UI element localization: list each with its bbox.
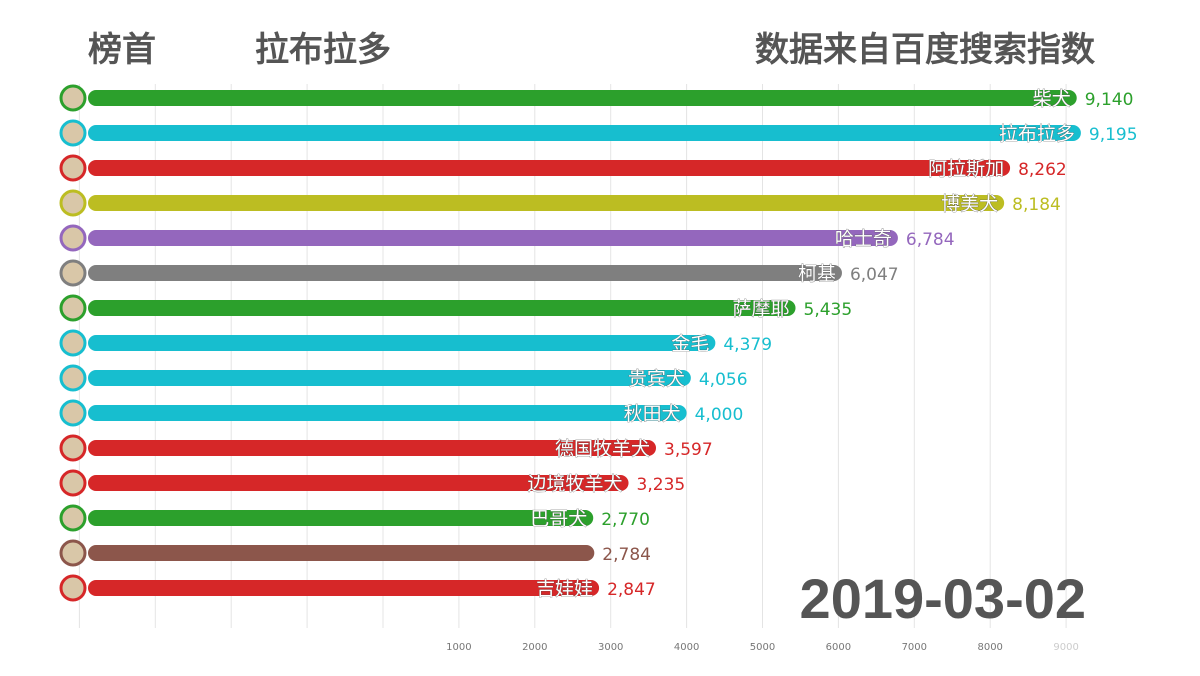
bar (88, 580, 600, 596)
value-label: 4,379 (723, 335, 772, 355)
bar-group: 阿拉斯加 8,262 (59, 154, 1067, 182)
dog-avatar-icon (59, 84, 87, 112)
bar-group: 金毛 4,379 (59, 329, 772, 357)
value-label: 8,184 (1012, 195, 1061, 215)
value-label: 6,784 (906, 230, 955, 250)
bar-group: 贵宾犬 4,056 (59, 364, 748, 392)
date-label: 2019-03-02 (799, 567, 1086, 630)
bar-group: 巴哥犬 2,770 (59, 504, 650, 532)
bar-label: 阿拉斯加 (928, 158, 1004, 180)
value-label: 4,056 (699, 370, 748, 390)
bar-group: 边境牧羊犬 3,235 (59, 469, 686, 497)
bar (88, 440, 657, 456)
bar (88, 405, 687, 421)
dog-avatar-icon (59, 469, 87, 497)
value-label: 3,235 (637, 475, 686, 495)
dog-avatar-icon (59, 364, 87, 392)
value-label: 9,140 (1085, 90, 1134, 110)
bar (88, 195, 1005, 211)
bar-group: 博美犬 8,184 (59, 189, 1061, 217)
dog-avatar-icon (59, 434, 87, 462)
bar-group: 秋田犬 4,000 (59, 399, 744, 427)
bar-label: 柴犬 (1033, 88, 1071, 110)
bar-label: 哈士奇 (835, 228, 892, 250)
bar (88, 475, 629, 491)
x-tick-label: 2000 (522, 642, 547, 653)
bar (88, 300, 796, 316)
bar-label: 金毛 (671, 333, 709, 355)
dog-avatar-icon (59, 329, 87, 357)
bar (88, 510, 594, 526)
bar (88, 265, 842, 281)
bar-label: 边境牧羊犬 (528, 473, 623, 495)
bar (88, 160, 1011, 176)
bar-group: 2,784 (59, 539, 651, 567)
bar (88, 335, 716, 351)
value-label: 5,435 (804, 300, 853, 320)
x-tick-label: 8000 (977, 642, 1002, 653)
bar-label: 秋田犬 (624, 403, 681, 425)
dog-avatar-icon (59, 119, 87, 147)
value-label: 2,847 (607, 580, 656, 600)
x-tick-label: 4000 (674, 642, 699, 653)
bar-label: 博美犬 (941, 193, 998, 215)
bar-group: 德国牧羊犬 3,597 (59, 434, 713, 462)
dog-avatar-icon (59, 189, 87, 217)
x-tick-label: 3000 (598, 642, 623, 653)
dog-avatar-icon (59, 539, 87, 567)
dog-avatar-icon (59, 399, 87, 427)
bar-group: 萨摩耶 5,435 (59, 294, 853, 322)
bar-group: 吉娃娃 2,847 (59, 574, 656, 602)
dog-avatar-icon (59, 504, 87, 532)
value-label: 4,000 (695, 405, 744, 425)
bar-label: 萨摩耶 (733, 298, 790, 320)
value-label: 2,770 (601, 510, 650, 530)
bar-label: 柯基 (798, 263, 836, 285)
value-label: 8,262 (1018, 160, 1067, 180)
header-source: 数据来自百度搜索指数 (755, 30, 1095, 70)
bar-group: 柴犬 9,140 (59, 84, 1134, 112)
x-tick-label: 5000 (750, 642, 775, 653)
dog-avatar-icon (59, 259, 87, 287)
bar (88, 230, 898, 246)
dog-avatar-icon (59, 574, 87, 602)
header-leader: 拉布拉多 (255, 30, 391, 70)
value-label: 3,597 (664, 440, 713, 460)
bar (88, 125, 1081, 141)
bar-label: 德国牧羊犬 (555, 438, 650, 460)
bar-label: 拉布拉多 (999, 123, 1075, 145)
bar-label: 吉娃娃 (536, 578, 593, 600)
bar-label: 贵宾犬 (628, 368, 685, 390)
x-tick-label: 6000 (826, 642, 851, 653)
header-rank-label: 榜首 (88, 30, 156, 70)
x-tick-label: 9000 (1053, 642, 1078, 653)
bar-group: 柯基 6,047 (59, 259, 899, 287)
value-label: 2,784 (602, 545, 651, 565)
dog-avatar-icon (59, 154, 87, 182)
bar (88, 90, 1077, 106)
x-tick-label: 7000 (902, 642, 927, 653)
dog-avatar-icon (59, 224, 87, 252)
bar-group: 拉布拉多 9,195 (59, 119, 1138, 147)
value-label: 9,195 (1089, 125, 1138, 145)
bar (88, 545, 595, 561)
bar-group: 哈士奇 6,784 (59, 224, 955, 252)
dog-avatar-icon (59, 294, 87, 322)
value-label: 6,047 (850, 265, 899, 285)
x-tick-label: 1000 (446, 642, 471, 653)
bar (88, 370, 691, 386)
bar-label: 巴哥犬 (530, 508, 587, 530)
